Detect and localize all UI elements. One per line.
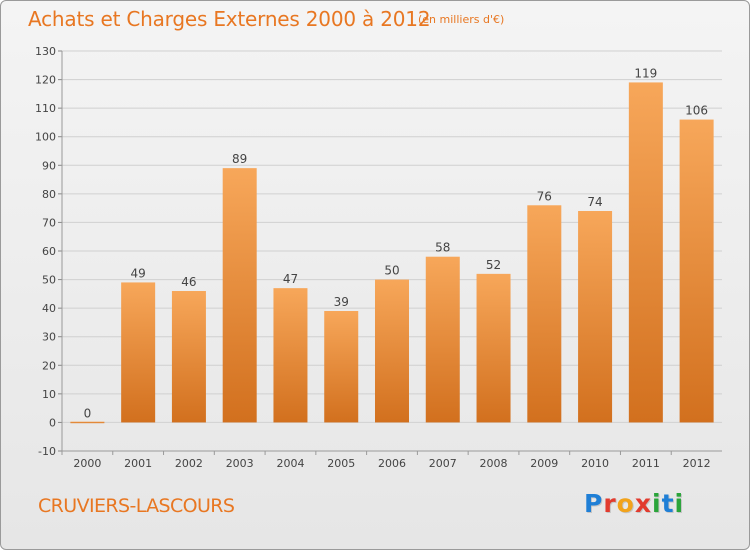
logo-letter: x (634, 489, 652, 518)
bar (527, 205, 562, 423)
bar (121, 282, 156, 423)
bar (70, 421, 105, 424)
data-label: 50 (384, 264, 399, 278)
data-label: 49 (131, 266, 146, 280)
y-tick-label: 130 (35, 45, 56, 58)
y-tick-label: 10 (42, 388, 56, 401)
x-tick-label: 2011 (632, 457, 660, 470)
bar (679, 119, 714, 423)
data-label: 39 (334, 295, 349, 309)
data-label: 119 (634, 66, 657, 80)
axes (61, 51, 722, 452)
x-tick-label: 2009 (530, 457, 558, 470)
bar (578, 211, 613, 423)
x-tick-label: 2001 (124, 457, 152, 470)
y-tick-label: 80 (42, 188, 56, 201)
bar (375, 279, 409, 423)
commune-name: CRUVIERS-LASCOURS (38, 495, 235, 517)
data-label: 47 (283, 272, 298, 286)
bar (171, 291, 206, 423)
data-label: 46 (181, 275, 196, 289)
x-tick-label: 2002 (175, 457, 203, 470)
data-label: 89 (232, 152, 247, 166)
x-tick-label: 2007 (429, 457, 457, 470)
y-tick-label: 40 (42, 302, 56, 315)
logo-letter: o (616, 489, 635, 518)
y-tick-labels: -10 0 10 20 30 40 50 60 70 80 90 100 110 120 130 (35, 45, 56, 458)
y-tick-label: 0 (49, 416, 56, 429)
bar (324, 311, 359, 423)
y-tick-label: -10 (38, 445, 56, 458)
x-tick-labels: 2000 2001 2002 2003 2004 2005 2006 2007 2008 2009… (61, 451, 711, 470)
x-tick-label: 2000 (73, 457, 101, 470)
logo-letter: r (603, 489, 617, 518)
y-tick-label: 70 (42, 216, 56, 229)
chart-title: Achats et Charges Externes 2000 à 2012 (28, 7, 431, 31)
proxiti-logo[interactable]: Proxiti (584, 489, 684, 518)
chart-subtitle: (en milliers d'€) (418, 13, 505, 26)
y-tick-label: 100 (35, 131, 56, 144)
data-label: 58 (435, 241, 450, 255)
x-tick-label: 2003 (226, 457, 254, 470)
bar (476, 273, 511, 423)
x-tick-label: 2005 (327, 457, 355, 470)
data-label: 74 (587, 195, 602, 209)
x-tick-label: 2006 (378, 457, 406, 470)
y-tick-label: 60 (42, 245, 56, 258)
y-tick-label: 20 (42, 359, 56, 372)
bars (70, 82, 714, 424)
x-tick-label: 2010 (581, 457, 609, 470)
logo-letter: i (674, 489, 685, 518)
data-label: 76 (537, 189, 552, 203)
logo-letter: t (661, 489, 675, 518)
data-label: 52 (486, 258, 501, 272)
logo-letter: P (584, 489, 604, 518)
y-tick-label: 110 (35, 102, 56, 115)
x-tick-label: 2004 (276, 457, 304, 470)
x-tick-label: 2008 (480, 457, 508, 470)
y-tick-label: 120 (35, 74, 56, 87)
y-tick-label: 50 (42, 274, 56, 287)
bar (628, 82, 663, 423)
logo-letter: i (652, 489, 662, 518)
x-tick-label: 2012 (683, 457, 711, 470)
y-tick-label: 30 (42, 331, 56, 344)
data-label: 0 (84, 406, 92, 420)
y-tick-label: 90 (42, 159, 56, 172)
bar (425, 256, 460, 423)
bar (273, 288, 308, 423)
bar (222, 168, 257, 423)
data-label: 106 (685, 104, 708, 118)
data-labels: 0 49 46 89 47 39 50 58 52 76 74 119 106 (84, 66, 709, 420)
